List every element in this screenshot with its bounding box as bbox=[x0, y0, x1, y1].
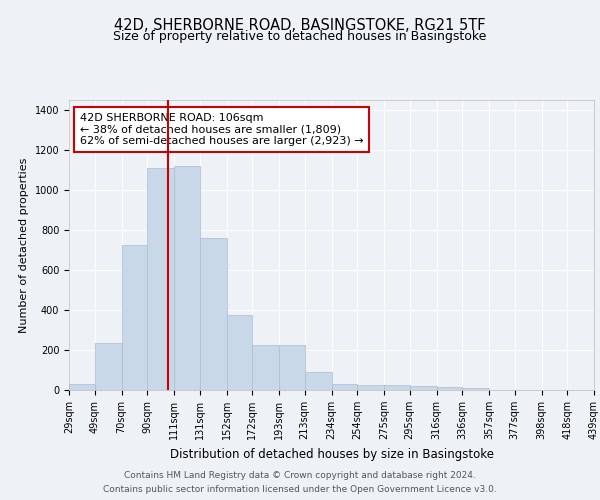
Bar bbox=[227, 315, 252, 390]
Bar bbox=[147, 168, 174, 390]
Bar bbox=[384, 385, 410, 390]
Bar bbox=[200, 238, 227, 390]
Bar bbox=[305, 372, 331, 390]
Bar bbox=[252, 345, 279, 390]
Bar bbox=[174, 166, 200, 390]
Text: 42D SHERBORNE ROAD: 106sqm
← 38% of detached houses are smaller (1,809)
62% of s: 42D SHERBORNE ROAD: 106sqm ← 38% of deta… bbox=[79, 113, 363, 146]
Bar bbox=[437, 387, 462, 390]
Bar bbox=[462, 388, 489, 390]
Bar bbox=[121, 245, 147, 390]
Bar bbox=[95, 343, 121, 390]
Bar bbox=[69, 384, 95, 390]
Text: Contains HM Land Registry data © Crown copyright and database right 2024.: Contains HM Land Registry data © Crown c… bbox=[124, 472, 476, 480]
Bar bbox=[279, 345, 305, 390]
Text: Size of property relative to detached houses in Basingstoke: Size of property relative to detached ho… bbox=[113, 30, 487, 43]
X-axis label: Distribution of detached houses by size in Basingstoke: Distribution of detached houses by size … bbox=[170, 448, 493, 460]
Y-axis label: Number of detached properties: Number of detached properties bbox=[19, 158, 29, 332]
Text: Contains public sector information licensed under the Open Government Licence v3: Contains public sector information licen… bbox=[103, 484, 497, 494]
Bar bbox=[331, 384, 357, 390]
Bar bbox=[410, 386, 437, 390]
Bar bbox=[357, 385, 384, 390]
Text: 42D, SHERBORNE ROAD, BASINGSTOKE, RG21 5TF: 42D, SHERBORNE ROAD, BASINGSTOKE, RG21 5… bbox=[114, 18, 486, 32]
